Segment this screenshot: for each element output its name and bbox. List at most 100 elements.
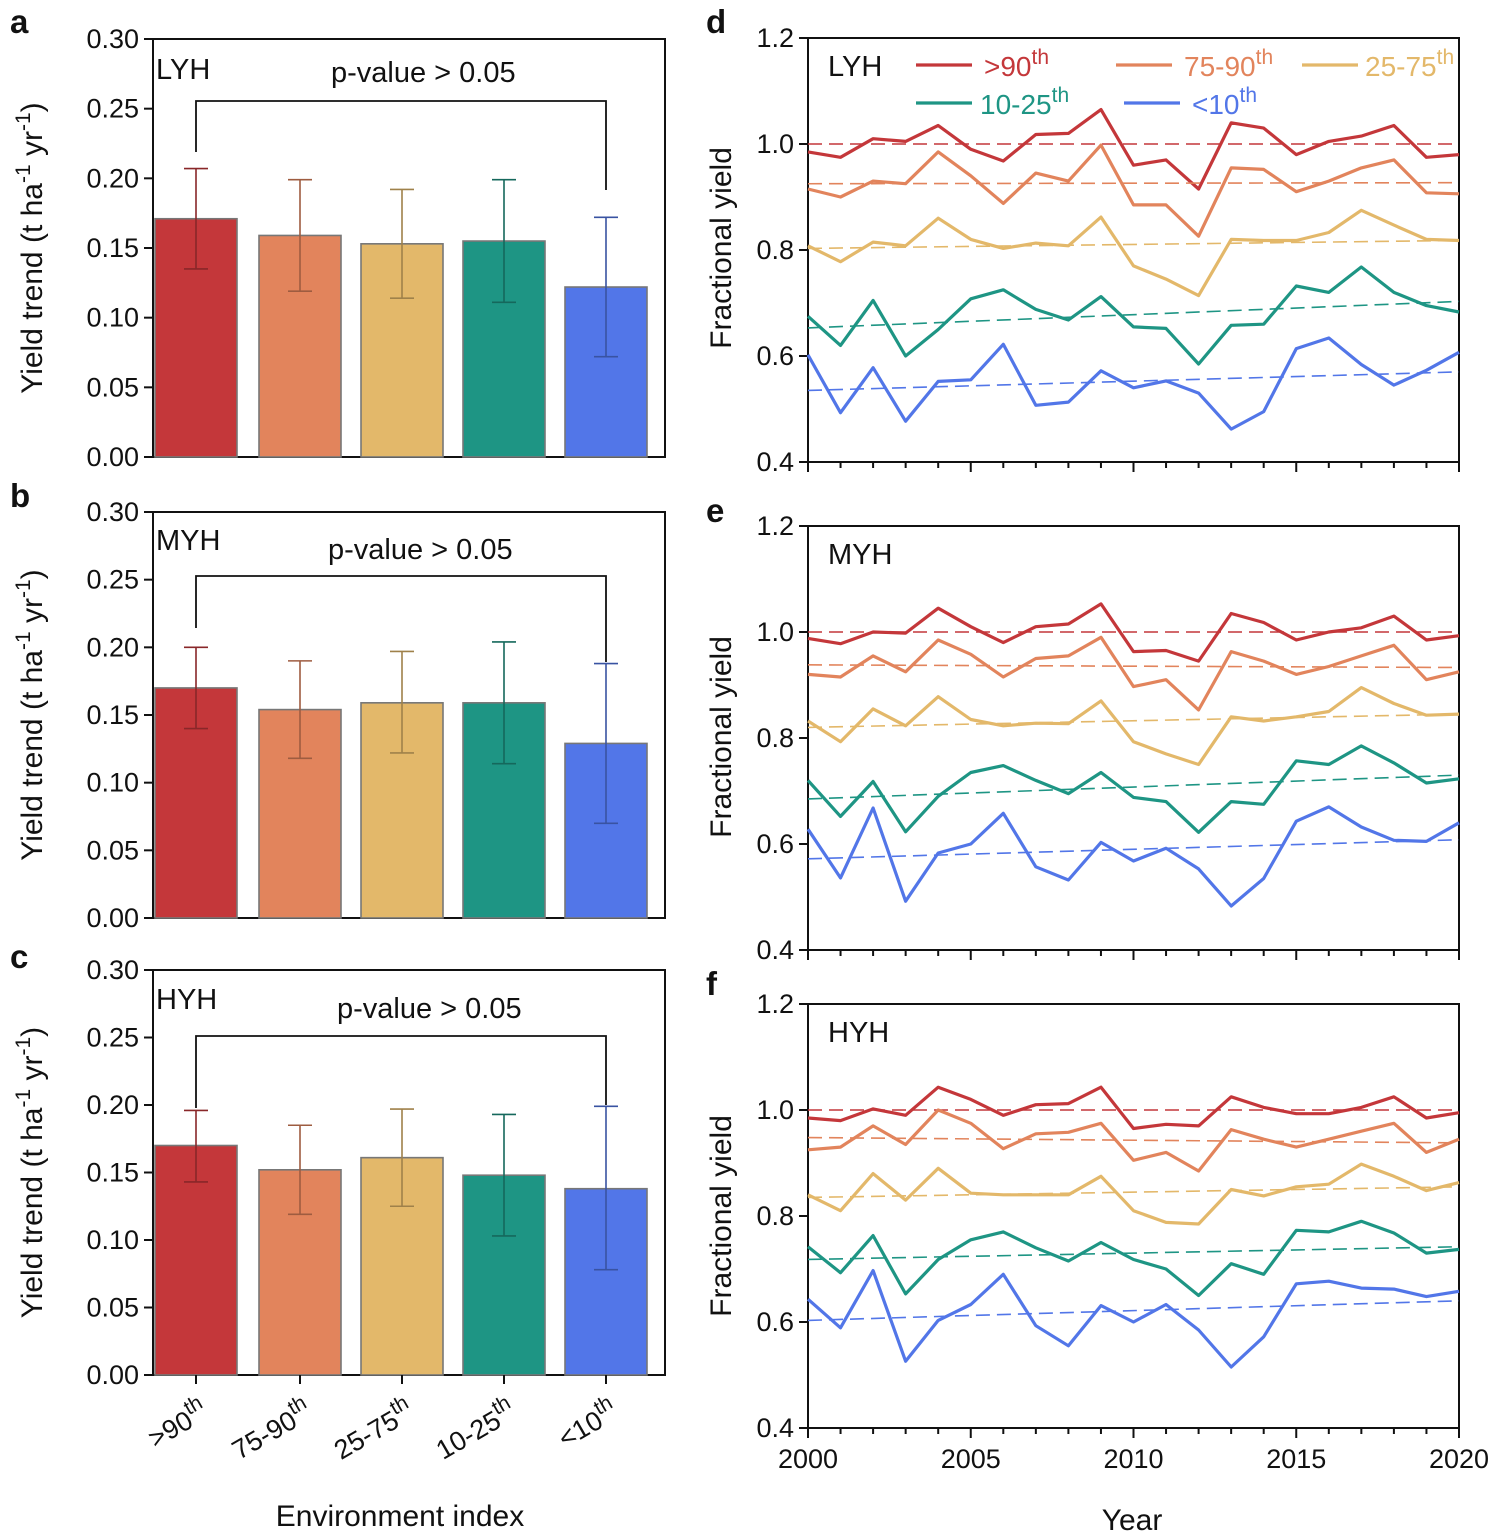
chart-marks: 0.00 0.05 0.10 0.15 0.20 0.25 0.30 Yield trend … [12, 23, 1489, 1474]
trend-line-lt10 [807, 1300, 1460, 1322]
x-tick-label: 2005 [941, 1444, 1001, 1474]
line-ylabel-e: Fractional yield [705, 636, 738, 838]
y-tick-label: 0.25 [86, 565, 139, 595]
x-tick-label: 25-75th [326, 1391, 419, 1465]
series-line-gt90 [807, 107, 1460, 191]
series-line-lt10 [806, 805, 1460, 908]
trend-line-p75_90 [807, 664, 1460, 669]
plot-frame [807, 525, 1460, 951]
panel-label-f: f [706, 965, 718, 1002]
y-tick-label: 1.0 [756, 617, 794, 647]
y-axis-label: Yield trend (t ha-1 yr-1) [12, 102, 49, 393]
bar-xlabel: Environment index [276, 1500, 524, 1533]
region-label-f: HYH [828, 1017, 889, 1049]
pvalue-label-b: p-value > 0.05 [328, 534, 513, 566]
legend-label-gt90: >90th [984, 46, 1049, 82]
significance-bracket [195, 575, 607, 662]
trend-line-lt10 [807, 371, 1460, 392]
panel-label-b: b [10, 477, 30, 514]
y-tick-label: 0.4 [756, 1413, 794, 1443]
y-tick-label: 0.05 [86, 1293, 139, 1323]
x-tick-label: 2015 [1266, 1444, 1326, 1474]
y-tick-label: 0.30 [86, 497, 139, 527]
trend-line-lt10 [807, 838, 1460, 860]
y-tick-label: 0.00 [86, 903, 139, 933]
series-line-lt10 [806, 1268, 1460, 1369]
y-axis-label: Yield trend (t ha-1 yr-1) [12, 569, 49, 860]
y-tick-label: 0.8 [756, 235, 794, 265]
y-tick-label: 0.05 [86, 835, 139, 865]
y-axis-label: Yield trend (t ha-1 yr-1) [12, 1027, 49, 1318]
panel-label-e: e [706, 492, 724, 529]
x-tick-label: 2000 [778, 1444, 838, 1474]
x-tick-label: 2010 [1103, 1444, 1163, 1474]
series-line-p10_25 [806, 265, 1460, 366]
x-tick-label: <10th [550, 1391, 623, 1454]
series-line-p25_75 [807, 1162, 1460, 1226]
y-tick-label: 0.10 [86, 303, 139, 333]
line-xlabel: Year [1102, 1504, 1163, 1534]
y-tick-label: 0.6 [756, 829, 794, 859]
y-tick-label: 0.15 [86, 1158, 139, 1188]
y-tick-label: 0.05 [86, 372, 139, 402]
y-tick-label: 0.30 [86, 24, 139, 54]
region-label-a: LYH [156, 54, 210, 86]
y-tick-label: 0.00 [86, 442, 139, 472]
line-ylabel-d: Fractional yield [705, 147, 738, 349]
legend-label-p75_90: 75-90th [1184, 46, 1273, 82]
y-tick-label: 0.6 [756, 341, 794, 371]
trend-line-p10_25 [807, 1245, 1460, 1261]
significance-bracket [195, 100, 607, 190]
series-line-p75_90 [807, 1108, 1460, 1173]
y-tick-label: 0.10 [86, 768, 139, 798]
pvalue-label-a: p-value > 0.05 [331, 57, 516, 89]
y-tick-label: 0.6 [756, 1307, 794, 1337]
legend-label-p25_75: 25-75th [1365, 46, 1454, 82]
y-tick-label: 0.10 [86, 1225, 139, 1255]
legend-label-lt10: <10th [1192, 84, 1257, 120]
trend-line-p75_90 [807, 1136, 1460, 1144]
y-tick-label: 1.2 [756, 23, 794, 53]
trend-line-p10_25 [807, 774, 1460, 800]
series-line-gt90 [807, 602, 1460, 663]
y-tick-label: 0.15 [86, 233, 139, 263]
y-tick-label: 0.00 [86, 1360, 139, 1390]
region-label-b: MYH [156, 525, 220, 557]
y-tick-label: 1.0 [756, 1095, 794, 1125]
trend-line-p10_25 [807, 300, 1460, 329]
region-label-d: LYH [828, 51, 882, 83]
series-line-p10_25 [806, 744, 1460, 834]
y-tick-label: 1.2 [756, 989, 794, 1019]
x-tick-label: 10-25th [428, 1391, 521, 1465]
trend-line-p25_75 [807, 713, 1460, 729]
bar-gt90 [154, 1144, 238, 1376]
region-label-e: MYH [828, 539, 892, 571]
y-tick-label: 0.8 [756, 723, 794, 753]
series-line-p25_75 [807, 685, 1460, 767]
y-tick-label: 0.4 [756, 935, 794, 965]
pvalue-label-c: p-value > 0.05 [337, 993, 522, 1025]
series-line-p75_90 [807, 635, 1460, 712]
y-tick-label: 0.30 [86, 955, 139, 985]
panel-label-a: a [10, 3, 29, 40]
series-line-gt90 [807, 1085, 1460, 1131]
line-ylabel-f: Fractional yield [705, 1115, 738, 1317]
x-tick-label: >90th [140, 1391, 213, 1454]
plot-frame [807, 1003, 1460, 1429]
trend-line-p25_75 [807, 1186, 1460, 1199]
y-tick-label: 0.8 [756, 1201, 794, 1231]
significance-bracket [195, 1035, 607, 1108]
trend-line-p75_90 [807, 181, 1460, 185]
y-tick-label: 1.0 [756, 129, 794, 159]
y-tick-label: 0.25 [86, 1023, 139, 1053]
panel-label-d: d [706, 3, 726, 40]
series-line-p10_25 [807, 1219, 1460, 1298]
trend-line-p25_75 [807, 239, 1460, 250]
y-tick-label: 0.25 [86, 94, 139, 124]
y-tick-label: 0.20 [86, 163, 139, 193]
x-tick-label: 75-90th [224, 1391, 317, 1465]
y-tick-label: 0.20 [86, 632, 139, 662]
series-line-p25_75 [807, 208, 1460, 298]
y-tick-label: 0.4 [756, 447, 794, 477]
